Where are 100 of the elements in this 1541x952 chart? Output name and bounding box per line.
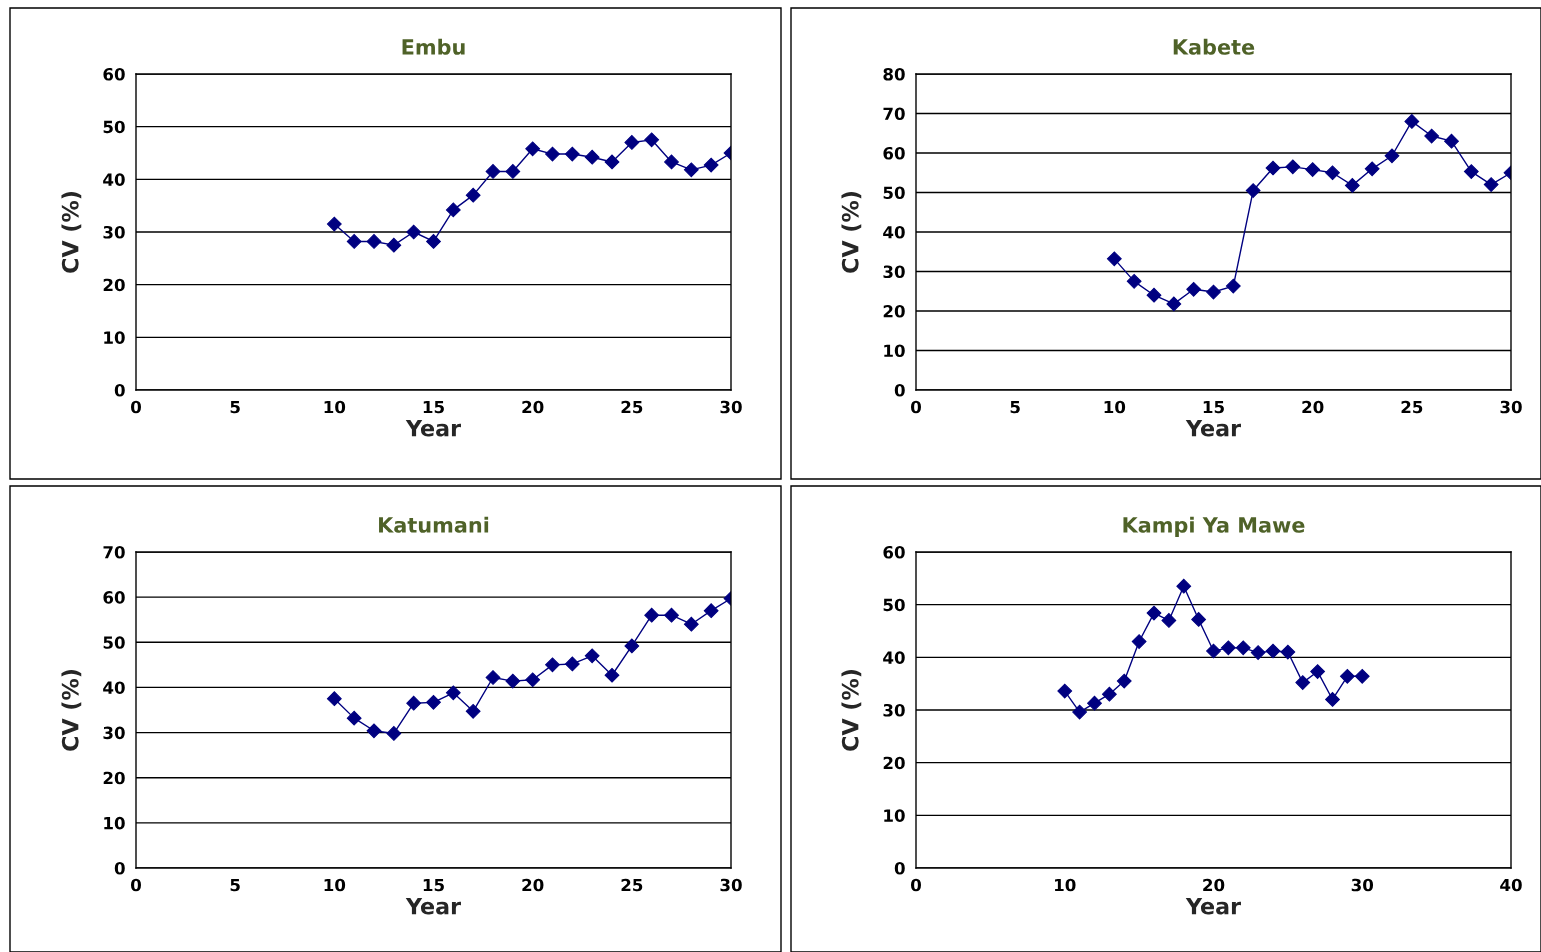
point	[1116, 673, 1132, 689]
y-tick-label: 50	[883, 598, 905, 612]
point	[326, 691, 342, 707]
point	[1072, 704, 1088, 720]
x-tick-label: 0	[131, 400, 141, 414]
point	[703, 157, 719, 173]
x-tick-label: 0	[911, 400, 921, 414]
y-tick-label: 20	[103, 771, 125, 785]
x-tick-label: 20	[1203, 878, 1225, 892]
y-tick-label: 30	[103, 726, 125, 740]
point	[664, 607, 679, 623]
point	[1206, 643, 1221, 659]
y-tick-label: 0	[114, 861, 125, 875]
x-axis-title: Year	[405, 898, 461, 915]
point	[1106, 251, 1122, 267]
x-tick-label: 10	[1055, 878, 1076, 892]
point	[445, 685, 461, 701]
point	[1225, 278, 1241, 294]
point	[1325, 165, 1340, 181]
point	[1424, 128, 1440, 144]
y-tick-label: 60	[103, 591, 125, 604]
x-tick-label: 30	[720, 400, 742, 414]
x-tick-label: 0	[911, 878, 921, 892]
point	[604, 154, 620, 170]
y-tick-label: 50	[103, 120, 125, 134]
y-tick-label: 10	[104, 816, 125, 830]
point	[1235, 640, 1251, 656]
x-tick-label: 10	[324, 400, 346, 414]
chart-title: Katumani	[379, 516, 489, 533]
point	[683, 616, 699, 632]
point	[1191, 612, 1207, 627]
y-tick-label: 30	[883, 265, 905, 279]
point	[1186, 281, 1202, 297]
point	[465, 703, 481, 719]
y-tick-label: 20	[103, 278, 125, 292]
x-tick-label: 15	[423, 400, 444, 414]
y-tick-label: 70	[103, 545, 125, 559]
chart-title: Kabete	[1173, 38, 1255, 55]
point	[426, 234, 441, 249]
point	[624, 135, 640, 150]
x-tick-label: 40	[1500, 878, 1522, 892]
x-tick-label: 0	[131, 878, 141, 892]
point	[1101, 686, 1117, 702]
y-tick-label: 30	[883, 703, 905, 717]
x-tick-label: 20	[522, 878, 544, 892]
y-tick-label: 40	[883, 225, 905, 239]
point	[1087, 695, 1102, 711]
point	[485, 670, 501, 685]
point	[1126, 273, 1142, 289]
y-tick-label: 60	[883, 545, 905, 559]
point	[1339, 668, 1355, 684]
y-tick-label: 0	[894, 383, 905, 397]
point	[406, 695, 422, 711]
point	[1176, 578, 1192, 594]
x-tick-label: 30	[1351, 878, 1374, 892]
point	[584, 149, 600, 165]
x-tick-label: 25	[1401, 400, 1423, 414]
point	[1305, 162, 1321, 177]
y-tick-label: 60	[883, 146, 905, 160]
point	[1280, 644, 1296, 660]
x-tick-label: 30	[1500, 400, 1522, 414]
point	[1325, 692, 1340, 707]
x-axis-title: Year	[1185, 420, 1241, 437]
point	[366, 723, 382, 739]
x-tick-label: 20	[1302, 400, 1324, 414]
point	[624, 638, 640, 654]
x-tick-label: 5	[230, 400, 240, 414]
y-tick-label: 10	[884, 809, 905, 822]
point	[465, 187, 481, 203]
point	[703, 603, 719, 619]
y-tick-label: 40	[883, 651, 905, 664]
point	[1057, 683, 1073, 699]
point	[564, 656, 580, 672]
point	[366, 234, 382, 249]
point	[1344, 178, 1360, 193]
point	[1220, 640, 1236, 656]
point	[1285, 159, 1301, 175]
x-tick-label: 20	[522, 400, 544, 414]
point	[584, 648, 600, 664]
x-tick-label: 15	[1203, 400, 1224, 414]
point	[1265, 643, 1281, 659]
point	[1245, 183, 1261, 198]
x-tick-label: 15	[423, 878, 444, 892]
y-tick-label: 10	[884, 344, 905, 358]
y-axis-title: CV (%)	[841, 192, 862, 273]
x-tick-label: 5	[1010, 400, 1020, 414]
point	[1146, 287, 1162, 303]
point	[1354, 668, 1370, 684]
point	[1310, 664, 1326, 679]
point	[1483, 177, 1499, 192]
y-tick-label: 10	[104, 331, 125, 344]
point	[386, 726, 402, 741]
x-tick-label: 10	[324, 878, 346, 892]
y-tick-label: 50	[883, 186, 905, 200]
point	[406, 224, 422, 240]
y-tick-label: 40	[103, 173, 125, 186]
y-tick-label: 70	[883, 107, 905, 121]
point	[1131, 634, 1147, 649]
point	[644, 132, 660, 148]
y-axis-title: CV (%)	[61, 192, 82, 273]
